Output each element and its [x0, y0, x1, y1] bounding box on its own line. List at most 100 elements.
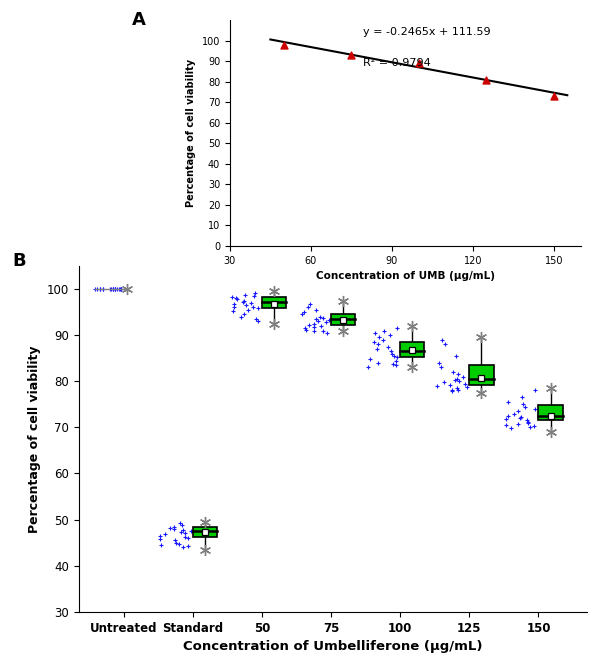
Point — [279, 39, 289, 50]
Point — [180, 532, 190, 543]
Point — [370, 328, 380, 338]
Point — [315, 311, 324, 322]
Point — [116, 284, 125, 295]
Point — [514, 406, 523, 416]
Point — [238, 297, 248, 307]
Point — [459, 371, 468, 382]
Point — [186, 526, 196, 537]
Point — [309, 322, 319, 332]
Point — [231, 293, 241, 304]
Point — [516, 412, 526, 422]
Point — [96, 284, 105, 295]
Point — [299, 307, 309, 317]
Point — [301, 325, 310, 335]
Point — [253, 303, 263, 314]
Point — [90, 284, 100, 295]
Point — [453, 385, 463, 396]
Point — [116, 284, 126, 295]
Text: B: B — [13, 252, 26, 270]
Point — [324, 315, 333, 326]
Point — [448, 384, 457, 395]
Point — [374, 332, 384, 342]
Point — [311, 305, 321, 315]
Point — [524, 418, 534, 428]
Point — [379, 325, 389, 336]
Point — [116, 284, 126, 295]
Point — [98, 284, 108, 295]
Point — [251, 314, 261, 325]
Point — [529, 421, 539, 432]
Point — [105, 284, 115, 295]
Point — [503, 410, 513, 421]
Point — [108, 284, 117, 295]
Point — [239, 295, 249, 306]
Point — [106, 284, 116, 295]
Point — [365, 354, 375, 364]
Bar — [469, 365, 494, 385]
Point — [243, 305, 253, 315]
Point — [520, 401, 529, 412]
Point — [311, 314, 321, 325]
Point — [171, 537, 181, 548]
Bar — [400, 342, 424, 357]
Point — [177, 520, 187, 531]
X-axis label: Concentration of UMB (μg/mL): Concentration of UMB (μg/mL) — [316, 271, 495, 281]
Point — [482, 74, 491, 85]
Bar — [193, 527, 217, 537]
Point — [116, 284, 126, 295]
Point — [387, 346, 396, 356]
Point — [174, 538, 183, 549]
Point — [171, 535, 180, 546]
Point — [383, 341, 393, 352]
Text: A: A — [132, 11, 146, 29]
Point — [318, 325, 328, 336]
Point — [378, 334, 388, 345]
Point — [183, 533, 193, 543]
Point — [183, 541, 193, 552]
Point — [517, 392, 526, 403]
Point — [387, 348, 397, 359]
Point — [229, 301, 239, 312]
Bar — [331, 315, 355, 325]
Point — [169, 523, 178, 534]
Point — [502, 414, 511, 424]
Point — [501, 420, 511, 430]
Point — [439, 377, 449, 388]
Point — [515, 413, 525, 424]
Point — [246, 297, 256, 308]
Point — [300, 323, 310, 334]
Point — [95, 284, 105, 295]
Point — [526, 422, 535, 433]
Point — [313, 316, 323, 327]
Point — [240, 309, 249, 320]
Point — [110, 284, 119, 295]
Point — [99, 284, 108, 295]
Point — [373, 358, 382, 368]
Point — [297, 309, 307, 320]
Point — [229, 306, 238, 317]
Point — [385, 330, 394, 340]
Text: R² = 0.9794: R² = 0.9794 — [363, 59, 431, 68]
Point — [451, 350, 461, 361]
Point — [303, 302, 313, 313]
Point — [448, 366, 457, 377]
Bar — [262, 297, 286, 309]
Point — [169, 521, 179, 532]
Point — [391, 360, 401, 370]
Point — [437, 334, 447, 345]
Point — [447, 386, 457, 397]
Point — [156, 539, 166, 550]
Point — [391, 355, 401, 366]
Point — [460, 378, 469, 389]
Point — [454, 376, 463, 386]
Bar — [538, 405, 563, 420]
Point — [434, 358, 443, 368]
Point — [393, 352, 402, 362]
Point — [518, 399, 528, 410]
Point — [388, 358, 398, 369]
Point — [108, 284, 117, 295]
Point — [305, 299, 315, 309]
Point — [549, 90, 558, 101]
Point — [440, 339, 450, 350]
Point — [530, 384, 540, 395]
